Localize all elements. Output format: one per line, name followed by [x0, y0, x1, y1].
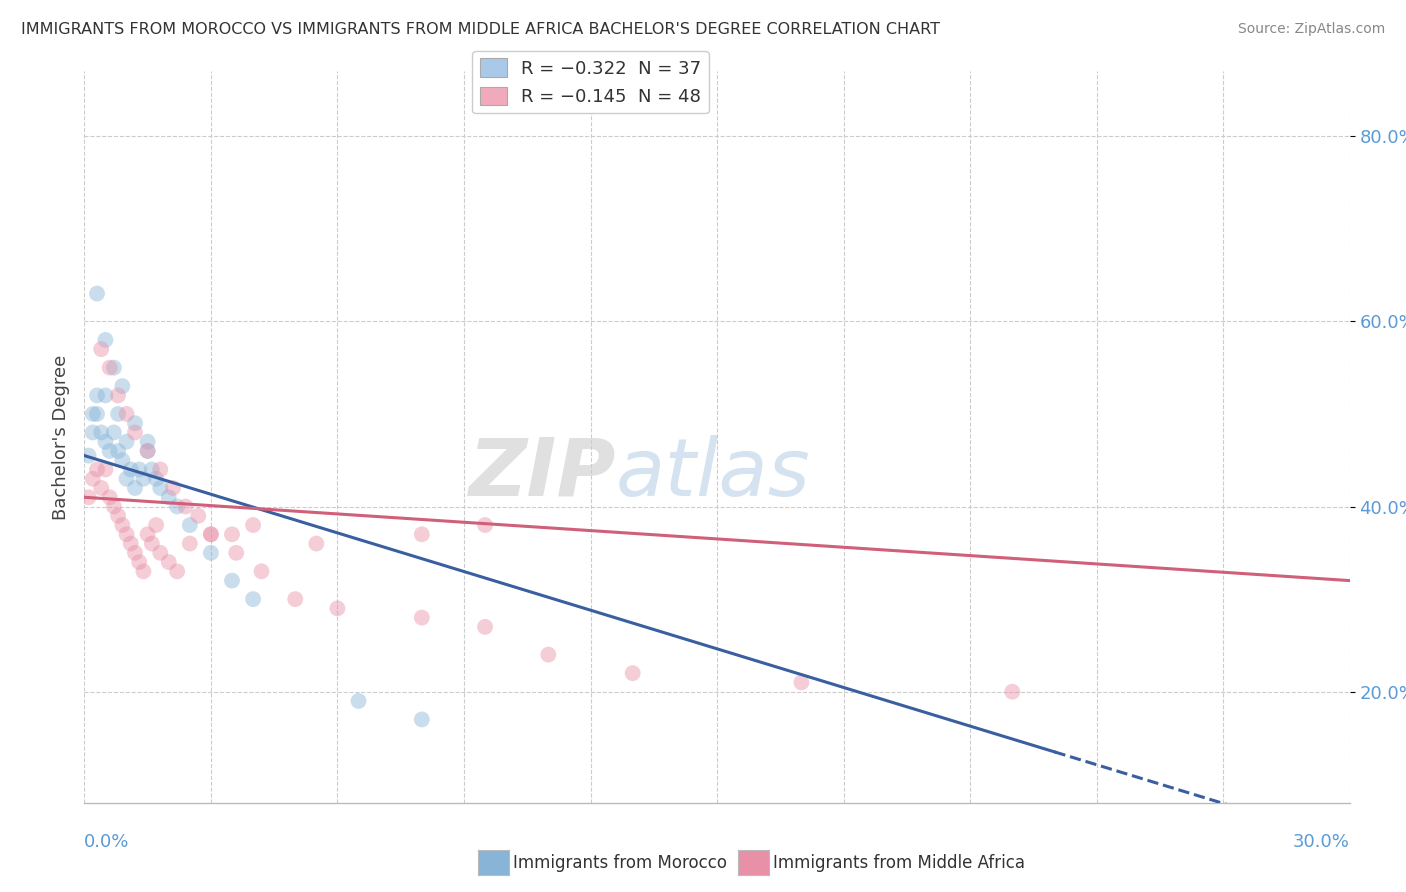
- Text: 0.0%: 0.0%: [84, 833, 129, 851]
- Point: [86, 286, 108, 301]
- Point: [90, 425, 112, 440]
- Point: [86, 462, 108, 476]
- Legend: R = −0.322  N = 37, R = −0.145  N = 48: R = −0.322 N = 37, R = −0.145 N = 48: [472, 51, 709, 113]
- Point: [120, 536, 142, 550]
- Point: [174, 500, 197, 514]
- Point: [82, 472, 104, 486]
- Point: [200, 546, 222, 560]
- Point: [179, 536, 201, 550]
- Point: [305, 536, 328, 550]
- Point: [132, 565, 155, 579]
- Point: [149, 481, 172, 495]
- Point: [77, 490, 100, 504]
- Point: [120, 462, 142, 476]
- Point: [149, 546, 172, 560]
- Point: [166, 500, 188, 514]
- Point: [124, 546, 146, 560]
- Text: IMMIGRANTS FROM MOROCCO VS IMMIGRANTS FROM MIDDLE AFRICA BACHELOR'S DEGREE CORRE: IMMIGRANTS FROM MOROCCO VS IMMIGRANTS FR…: [21, 22, 941, 37]
- Point: [103, 360, 125, 375]
- Point: [124, 481, 146, 495]
- Point: [111, 453, 134, 467]
- Point: [411, 527, 433, 541]
- Point: [111, 379, 134, 393]
- Point: [94, 333, 117, 347]
- Point: [225, 546, 247, 560]
- Text: ZIP: ZIP: [468, 434, 616, 513]
- Point: [347, 694, 370, 708]
- Point: [200, 527, 222, 541]
- Point: [179, 518, 201, 533]
- Text: Immigrants from Middle Africa: Immigrants from Middle Africa: [773, 854, 1025, 871]
- Point: [94, 462, 117, 476]
- Point: [1001, 684, 1024, 698]
- Point: [221, 527, 243, 541]
- Point: [250, 565, 273, 579]
- Point: [141, 536, 163, 550]
- Point: [141, 462, 163, 476]
- Point: [115, 472, 138, 486]
- Point: [103, 425, 125, 440]
- Text: Source: ZipAtlas.com: Source: ZipAtlas.com: [1237, 22, 1385, 37]
- Point: [145, 518, 167, 533]
- Point: [115, 407, 138, 421]
- Point: [284, 592, 307, 607]
- Point: [115, 434, 138, 449]
- Point: [94, 388, 117, 402]
- Point: [136, 444, 159, 458]
- Point: [326, 601, 349, 615]
- Point: [411, 713, 433, 727]
- Point: [90, 342, 112, 356]
- Point: [98, 360, 121, 375]
- Point: [136, 527, 159, 541]
- Point: [242, 518, 264, 533]
- Point: [124, 425, 146, 440]
- Point: [128, 555, 150, 569]
- Point: [115, 527, 138, 541]
- Point: [145, 472, 167, 486]
- Point: [128, 462, 150, 476]
- Point: [90, 481, 112, 495]
- Point: [157, 555, 180, 569]
- Point: [537, 648, 560, 662]
- Point: [474, 518, 496, 533]
- Point: [82, 425, 104, 440]
- Point: [474, 620, 496, 634]
- Point: [124, 416, 146, 430]
- Point: [86, 407, 108, 421]
- Point: [107, 407, 129, 421]
- Point: [132, 472, 155, 486]
- Point: [411, 610, 433, 624]
- Y-axis label: Bachelor's Degree: Bachelor's Degree: [52, 354, 70, 520]
- Text: atlas: atlas: [616, 434, 811, 513]
- Point: [187, 508, 209, 523]
- Point: [162, 481, 184, 495]
- Point: [136, 444, 159, 458]
- Point: [111, 518, 134, 533]
- Point: [166, 565, 188, 579]
- Text: 30.0%: 30.0%: [1294, 833, 1350, 851]
- Point: [86, 388, 108, 402]
- Point: [107, 508, 129, 523]
- Point: [103, 500, 125, 514]
- Point: [242, 592, 264, 607]
- Point: [621, 666, 644, 681]
- Point: [136, 434, 159, 449]
- Point: [77, 449, 100, 463]
- Text: Immigrants from Morocco: Immigrants from Morocco: [513, 854, 727, 871]
- Point: [790, 675, 813, 690]
- Point: [94, 434, 117, 449]
- Point: [82, 407, 104, 421]
- Point: [200, 527, 222, 541]
- Point: [107, 388, 129, 402]
- Point: [157, 490, 180, 504]
- Point: [107, 444, 129, 458]
- Point: [221, 574, 243, 588]
- Point: [98, 444, 121, 458]
- Point: [149, 462, 172, 476]
- Point: [98, 490, 121, 504]
